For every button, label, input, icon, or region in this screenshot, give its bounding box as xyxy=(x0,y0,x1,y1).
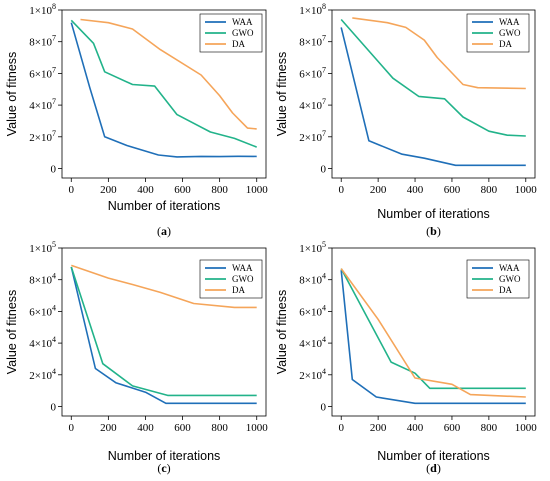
series-line-da xyxy=(80,18,257,130)
legend-label-waa: WAA xyxy=(232,263,253,273)
y-tick-label: 8×104 xyxy=(299,272,326,287)
y-tick-label: 0 xyxy=(51,401,57,413)
legend-label-gwo: GWO xyxy=(499,274,521,284)
series-line-da xyxy=(340,268,526,398)
y-tick-label: 8×107 xyxy=(299,34,326,49)
y-tick-label: 6×104 xyxy=(29,303,56,318)
y-tick-label: 0 xyxy=(51,163,57,175)
panel-label: (b) xyxy=(426,224,441,238)
y-tick-label: 1×108 xyxy=(29,2,56,17)
x-tick-label: 400 xyxy=(137,184,154,196)
series-line-waa xyxy=(70,22,257,158)
y-tick-label: 6×104 xyxy=(299,303,326,318)
y-tick-label: 2×104 xyxy=(299,367,326,382)
x-tick-label: 400 xyxy=(407,184,424,196)
x-axis-title: Number of iterations xyxy=(377,449,490,463)
x-tick-label: 1000 xyxy=(515,422,538,434)
series-line-gwo xyxy=(340,18,526,137)
panel-a: 0 200 400 600 800 1000 0 2×107 4×107 6×107 8×107 1×… xyxy=(5,2,268,238)
x-tick-label: 800 xyxy=(211,184,228,196)
legend-label-da: DA xyxy=(232,39,245,49)
legend-label-waa: WAA xyxy=(499,17,520,27)
y-tick-label: 4×104 xyxy=(29,335,56,350)
y-axis-title: Value of fitness xyxy=(5,290,19,375)
legend-label-da: DA xyxy=(499,285,512,295)
series-line-waa xyxy=(340,27,526,167)
x-tick-label: 1000 xyxy=(246,184,269,196)
plot-frame xyxy=(331,247,536,417)
series-line-waa xyxy=(340,270,526,405)
legend-label-gwo: GWO xyxy=(232,274,254,284)
legend-label-waa: WAA xyxy=(499,263,520,273)
series-line-da xyxy=(352,17,526,90)
x-tick-label: 600 xyxy=(444,422,461,434)
panel-d: 0 200 400 600 800 1000 0 2×104 4×104 6×104 8×104 1×… xyxy=(275,240,537,475)
series-line-da xyxy=(71,264,257,309)
panel-label: (c) xyxy=(157,461,170,475)
panel-label: (d) xyxy=(426,461,441,475)
x-tick-label: 0 xyxy=(69,422,75,434)
y-tick-label: 4×107 xyxy=(29,97,56,112)
y-tick-label: 1×105 xyxy=(299,240,326,255)
x-tick-label: 200 xyxy=(370,422,387,434)
y-axis-title: Value of fitness xyxy=(275,290,289,375)
legend-label-gwo: GWO xyxy=(232,28,254,38)
y-tick-label: 6×107 xyxy=(29,65,56,80)
y-axis-title: Value of fitness xyxy=(5,52,19,137)
x-axis-title: Number of iterations xyxy=(108,449,221,463)
y-tick-label: 6×107 xyxy=(299,65,326,80)
series-line-gwo xyxy=(70,266,257,397)
plot-frame xyxy=(61,9,267,179)
y-tick-label: 8×107 xyxy=(29,34,56,49)
y-tick-label: 2×107 xyxy=(29,129,56,144)
y-tick-label: 2×107 xyxy=(299,129,326,144)
panel-label: (a) xyxy=(157,224,171,238)
x-axis-title: Number of iterations xyxy=(108,199,221,213)
y-axis-title: Value of fitness xyxy=(275,52,289,137)
y-tick-label: 1×108 xyxy=(299,2,326,17)
x-axis-title: Number of iterations xyxy=(377,207,490,221)
x-tick-label: 600 xyxy=(444,184,461,196)
x-tick-label: 200 xyxy=(370,184,387,196)
series-line-gwo xyxy=(340,268,526,390)
y-tick-label: 4×107 xyxy=(299,97,326,112)
y-tick-label: 2×104 xyxy=(29,367,56,382)
plot-frame xyxy=(61,247,267,417)
y-tick-label: 0 xyxy=(321,401,327,413)
x-tick-label: 1000 xyxy=(246,422,269,434)
legend-label-da: DA xyxy=(499,39,512,49)
panel-b: 0 200 400 600 800 1000 0 2×107 4×107 6×107 8×107 1×… xyxy=(275,2,537,238)
legend-label-da: DA xyxy=(232,285,245,295)
x-tick-label: 600 xyxy=(174,422,191,434)
x-tick-label: 600 xyxy=(174,184,191,196)
x-tick-label: 200 xyxy=(100,422,117,434)
x-tick-label: 800 xyxy=(211,422,228,434)
x-tick-label: 800 xyxy=(481,184,498,196)
x-tick-label: 400 xyxy=(137,422,154,434)
plot-frame xyxy=(331,9,536,179)
y-tick-label: 1×105 xyxy=(29,240,56,255)
y-tick-label: 0 xyxy=(321,163,327,175)
series-line-gwo xyxy=(70,19,257,148)
series-line-waa xyxy=(70,266,257,405)
x-tick-label: 0 xyxy=(338,184,344,196)
x-tick-label: 200 xyxy=(100,184,117,196)
x-tick-label: 1000 xyxy=(515,184,538,196)
panel-c: 0 200 400 600 800 1000 0 2×104 4×104 6×104 8×104 1×… xyxy=(5,240,268,475)
y-tick-label: 4×104 xyxy=(299,335,326,350)
x-tick-label: 0 xyxy=(338,422,344,434)
x-tick-label: 0 xyxy=(69,184,75,196)
x-tick-label: 800 xyxy=(481,422,498,434)
y-tick-label: 8×104 xyxy=(29,272,56,287)
x-tick-label: 400 xyxy=(407,422,424,434)
legend-label-gwo: GWO xyxy=(499,28,521,38)
legend-label-waa: WAA xyxy=(232,17,253,27)
